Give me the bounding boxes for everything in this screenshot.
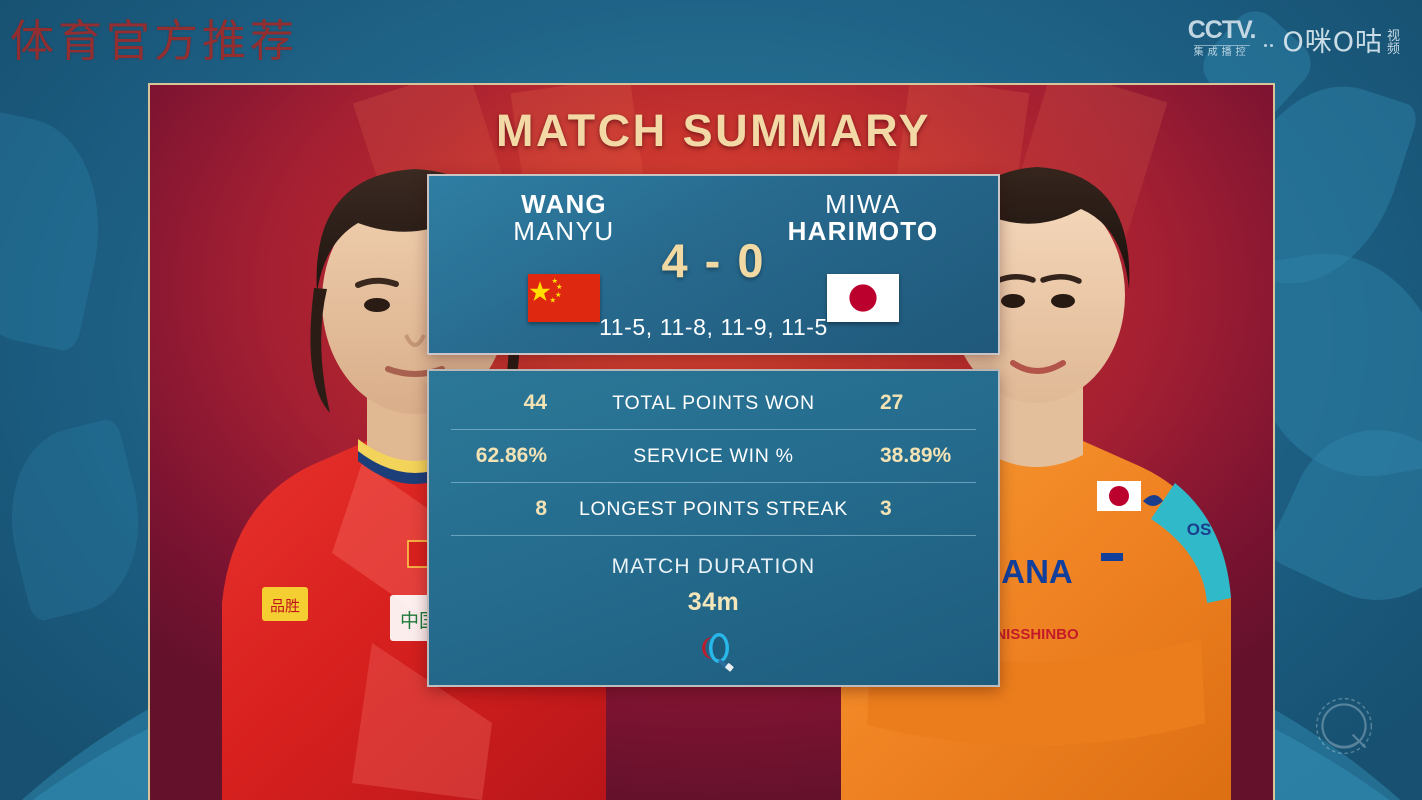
broadcaster-logo-group: CCTV. 集成播控 O咪O咕 视 频 (1188, 18, 1400, 58)
cctv-wordmark: CCTV. (1187, 16, 1257, 44)
event-roundel-watermark (1315, 697, 1373, 755)
migu-sublabel-top: 视 (1386, 28, 1400, 44)
wtt-logo-wrap (451, 623, 976, 675)
migu-wordmark: O咪O咕 (1282, 27, 1383, 58)
migu-sublabel-bottom: 频 (1386, 41, 1400, 57)
stats-box: 44 TOTAL POINTS WON 27 62.86% SERVICE WI… (427, 369, 1000, 687)
player-left-flag-wrap (459, 274, 669, 322)
stat-label: TOTAL POINTS WON (612, 391, 815, 414)
stat-row: 8 LONGEST POINTS STREAK 3 (451, 483, 976, 536)
bg-decor-petal (0, 416, 160, 624)
player-names-row: WANG MANYU MIWA HARIMOTO (429, 176, 998, 246)
player-right-name: MIWA HARIMOTO (758, 189, 968, 247)
stat-right-value: 3 (880, 497, 892, 520)
set-scores: 11-5, 11-8, 11-9, 11-5 (599, 314, 828, 340)
player-right-given: MIWA (825, 189, 901, 219)
stat-right-value: 27 (880, 391, 904, 414)
scoreline-box: WANG MANYU MIWA HARIMOTO 4 - 0 (427, 174, 1000, 355)
cctv-logo: CCTV. 集成播控 (1187, 16, 1257, 58)
match-duration-value: 34m (687, 588, 740, 616)
player-right-flag-wrap (758, 274, 968, 322)
player-left-given: MANYU (513, 216, 615, 247)
stat-label: LONGEST POINTS STREAK (579, 497, 848, 520)
page-title: MATCH SUMMARY (496, 105, 931, 156)
summary-content: MATCH SUMMARY WANG MANYU MIWA HARIMOTO 4… (427, 85, 1000, 687)
svg-text:品胜: 品胜 (270, 597, 300, 615)
flag-china-icon (528, 274, 600, 322)
player-left-name: WANG MANYU (459, 189, 669, 247)
wtt-logo-icon (695, 628, 734, 672)
cctv-sublabel: 集成播控 (1193, 45, 1250, 58)
migu-sublabel: 视 频 (1386, 28, 1400, 57)
player-right-surname: HARIMOTO (787, 216, 939, 247)
stat-row: 44 TOTAL POINTS WON 27 (451, 377, 976, 430)
stat-left-value: 62.86% (475, 444, 547, 467)
svg-text:NISSHINBO: NISSHINBO (995, 626, 1079, 643)
logo-separator-dots (1264, 44, 1274, 58)
score-value: 4 - 0 (661, 234, 766, 287)
svg-text:OS: OS (1187, 520, 1212, 539)
svg-text:ANA: ANA (1001, 553, 1073, 590)
flags-row (429, 274, 998, 322)
stat-label: SERVICE WIN % (633, 444, 794, 467)
player-right-photo: ANA NISSHINBO ST4RTS OS (841, 167, 1231, 800)
promo-watermark: 体育官方推荐 (10, 16, 298, 67)
stat-left-value: 44 (523, 391, 547, 414)
bg-decor-petal (0, 106, 122, 354)
migu-logo: O咪O咕 视 频 (1282, 29, 1400, 58)
stat-left-value: 8 (535, 497, 547, 520)
flag-japan-icon (827, 274, 899, 322)
stat-right-value: 38.89% (880, 444, 952, 467)
player-left-surname: WANG (521, 189, 607, 219)
match-summary-panel: 中国邮政 品胜 (148, 83, 1275, 800)
match-duration-label: MATCH DURATION (611, 555, 816, 578)
stat-row: 62.86% SERVICE WIN % 38.89% (451, 430, 976, 483)
